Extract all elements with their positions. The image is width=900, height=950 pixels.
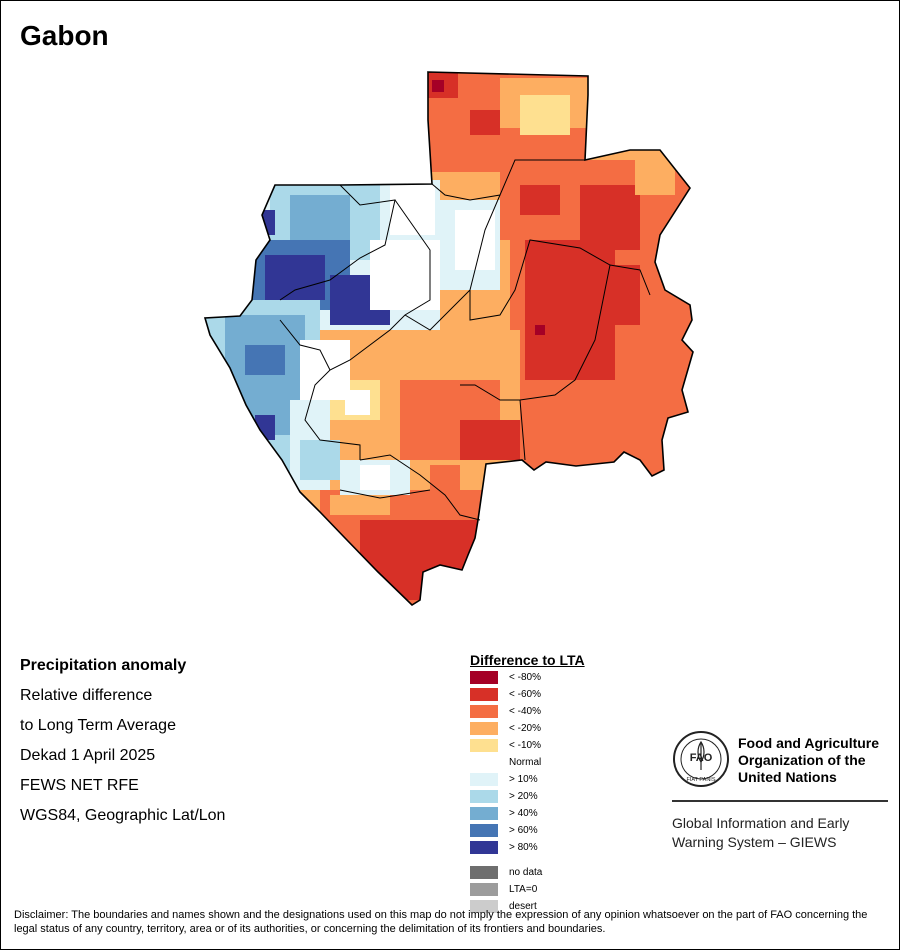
fao-divider	[672, 800, 888, 802]
legend-items: < -80% < -60% < -40% < -20% < -10% Normal > 10…	[470, 670, 630, 857]
legend-class-label: Normal	[509, 757, 542, 768]
legend-class-label: > 10%	[509, 774, 538, 785]
legend-class-swatch	[470, 671, 498, 684]
legend-extra-row: no data	[470, 865, 630, 882]
legend-class-label: < -60%	[509, 689, 541, 700]
legend-class-row: < -60%	[470, 687, 630, 704]
anomaly-raster	[205, 72, 693, 605]
legend-class-swatch	[470, 756, 498, 769]
info-line-projection: WGS84, Geographic Lat/Lon	[20, 807, 226, 824]
legend: Difference to LTA < -80% < -60% < -40% < -2…	[470, 652, 630, 916]
legend-title: Difference to LTA	[470, 652, 585, 668]
legend-class-label: > 20%	[509, 791, 538, 802]
info-heading: Precipitation anomaly	[20, 657, 187, 674]
legend-class-label: < -20%	[509, 723, 541, 734]
legend-extra-label: desert	[509, 901, 537, 912]
legend-class-swatch	[470, 807, 498, 820]
disclaimer: Disclaimer: The boundaries and names sho…	[14, 909, 868, 935]
legend-class-row: > 40%	[470, 806, 630, 823]
legend-class-label: > 40%	[509, 808, 538, 819]
legend-class-row: > 20%	[470, 789, 630, 806]
legend-class-row: < -20%	[470, 721, 630, 738]
fao-org-name: Food and Agriculture Organization of the…	[738, 735, 880, 785]
legend-class-row: Normal	[470, 755, 630, 772]
country-border	[203, 71, 694, 607]
fao-logo-icon: FAO FIAT PANIS	[673, 731, 729, 787]
legend-class-label: > 80%	[509, 842, 538, 853]
gabon-map	[203, 71, 694, 607]
legend-class-swatch	[470, 739, 498, 752]
legend-extra-swatch	[470, 900, 498, 913]
legend-extra-swatch	[470, 866, 498, 879]
info-line-source: FEWS NET RFE	[20, 777, 139, 794]
map-info: Precipitation anomaly Relative differenc…	[20, 656, 340, 836]
fao-logo-letters: FAO	[690, 752, 713, 764]
legend-class-label: < -40%	[509, 706, 541, 717]
legend-class-label: < -10%	[509, 740, 541, 751]
info-line-dekad: Dekad 1 April 2025	[20, 747, 156, 764]
info-line-lta: to Long Term Average	[20, 717, 176, 734]
fao-logo-motto: FIAT PANIS	[686, 777, 715, 783]
legend-extra-row: LTA=0	[470, 882, 630, 899]
legend-class-row: < -80%	[470, 670, 630, 687]
giews-name: Global Information and Early Warning Sys…	[672, 815, 850, 850]
info-line-relative: Relative difference	[20, 687, 153, 704]
legend-extra-label: no data	[509, 867, 543, 878]
legend-class-row: < -10%	[470, 738, 630, 755]
legend-class-row: > 80%	[470, 840, 630, 857]
legend-extra-row: desert	[470, 899, 630, 916]
legend-class-swatch	[470, 705, 498, 718]
legend-class-row: < -40%	[470, 704, 630, 721]
legend-class-swatch	[470, 824, 498, 837]
legend-class-swatch	[470, 722, 498, 735]
legend-class-row: > 60%	[470, 823, 630, 840]
legend-extra: no data LTA=0 desert	[470, 865, 630, 916]
legend-class-label: > 60%	[509, 825, 538, 836]
map-title: Gabon	[20, 20, 109, 51]
legend-class-row: > 10%	[470, 772, 630, 789]
legend-class-swatch	[470, 841, 498, 854]
province-boundaries	[279, 159, 651, 521]
legend-class-swatch	[470, 790, 498, 803]
legend-class-swatch	[470, 773, 498, 786]
legend-extra-swatch	[470, 883, 498, 896]
legend-class-label: < -80%	[509, 672, 541, 683]
legend-class-swatch	[470, 688, 498, 701]
legend-extra-label: LTA=0	[509, 884, 538, 895]
